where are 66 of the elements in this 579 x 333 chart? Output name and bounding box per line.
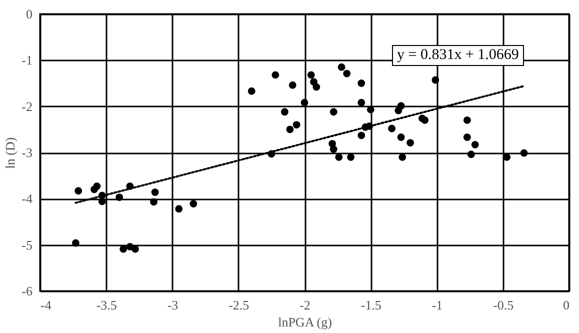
y-tick-label: -3 xyxy=(22,145,32,160)
point xyxy=(338,63,346,71)
x-tick-label: -4 xyxy=(40,298,52,312)
x-tick-label: -3.5 xyxy=(96,298,117,312)
point xyxy=(120,245,128,253)
point xyxy=(98,192,106,200)
point xyxy=(432,76,440,84)
point xyxy=(175,205,183,213)
point xyxy=(463,134,471,141)
x-tick-label: -3 xyxy=(167,298,178,312)
point xyxy=(406,139,414,147)
point xyxy=(288,81,296,89)
point xyxy=(330,108,338,116)
x-tick-label: 0 xyxy=(563,298,570,312)
point xyxy=(347,153,354,161)
point xyxy=(74,187,82,195)
y-tick-label: -2 xyxy=(22,98,32,114)
point xyxy=(116,194,124,201)
point xyxy=(330,146,338,153)
point xyxy=(467,150,475,158)
x-tick-label: -0.5 xyxy=(493,298,514,312)
point xyxy=(366,106,374,114)
point xyxy=(151,188,159,196)
point xyxy=(93,182,101,190)
y-tick-label: 0 xyxy=(26,6,32,22)
point xyxy=(335,153,343,161)
y-tick-label: -6 xyxy=(22,284,33,298)
point xyxy=(286,126,294,134)
point xyxy=(292,121,300,128)
point xyxy=(72,239,80,247)
y-tick-label: -1 xyxy=(22,52,32,68)
point xyxy=(358,80,366,87)
x-tick-label: -2 xyxy=(300,298,310,312)
point xyxy=(358,132,366,140)
point xyxy=(190,200,198,208)
point xyxy=(268,150,276,158)
y-tick-label: -5 xyxy=(22,237,32,252)
point xyxy=(98,198,106,206)
y-tick-label: -4 xyxy=(22,191,33,206)
x-tick-label: -1.5 xyxy=(360,298,382,312)
point xyxy=(132,245,139,253)
annotation: y = 0.831x + 1.0669 xyxy=(392,45,524,66)
point xyxy=(300,98,308,106)
point xyxy=(150,198,158,206)
point xyxy=(388,124,396,132)
point xyxy=(280,108,288,116)
x-axis-title: lnPGA (g) xyxy=(278,314,332,330)
point xyxy=(272,71,280,79)
point xyxy=(366,122,374,130)
point xyxy=(421,116,429,124)
point xyxy=(312,83,320,91)
x-tick-label: -2.5 xyxy=(228,298,250,312)
point xyxy=(397,134,405,141)
point xyxy=(248,87,256,95)
y-axis-title: ln (D) xyxy=(2,137,18,169)
point xyxy=(398,153,406,161)
point xyxy=(397,102,405,110)
point xyxy=(463,116,471,124)
point xyxy=(307,71,315,79)
point xyxy=(471,140,479,148)
point xyxy=(503,153,511,161)
point xyxy=(343,70,351,78)
point xyxy=(358,98,366,106)
point xyxy=(520,149,528,157)
point xyxy=(126,182,134,190)
x-tick-label: -1 xyxy=(432,298,443,312)
